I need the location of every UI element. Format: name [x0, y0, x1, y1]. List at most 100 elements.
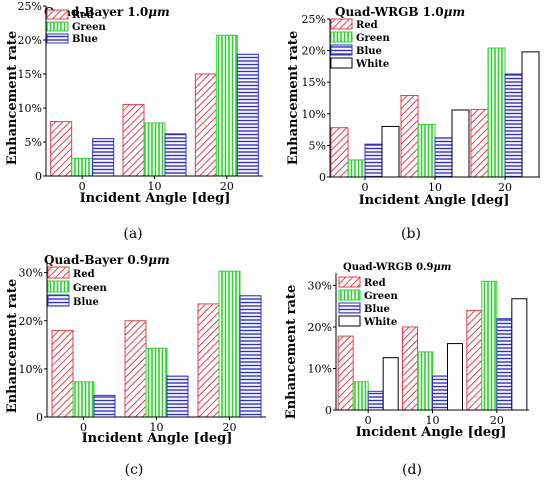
- legend-swatch-red: [330, 18, 353, 30]
- y-tick-label: 20%: [302, 45, 326, 58]
- y-tick-label: 0: [35, 170, 42, 183]
- x-tick-label: 20: [223, 421, 237, 434]
- legend-swatch-green: [47, 280, 70, 293]
- legend-label-red: Red: [356, 20, 378, 31]
- bar-red-0: [50, 121, 73, 177]
- chart-panel-c: Enhancement rate Quad-Bayer 0.9μm 0 10% 20…: [5, 253, 266, 478]
- x-tick-label: 10: [426, 414, 440, 427]
- legend-label-blue: Blue: [73, 297, 99, 308]
- bar-red-20: [197, 303, 220, 418]
- panel-label: (d): [402, 462, 422, 478]
- bar-green-10: [143, 122, 166, 177]
- y-tick-label: 25%: [18, 0, 42, 13]
- legend-label-red: Red: [364, 278, 386, 289]
- legend-label-blue: Blue: [364, 304, 390, 315]
- bar-red-10: [400, 94, 419, 178]
- legend-swatch-red: [47, 266, 70, 279]
- legend-swatch-blue: [330, 44, 353, 56]
- legend-swatch-green: [330, 31, 353, 43]
- legend-label-red: Red: [72, 10, 94, 21]
- bar-green-10: [145, 347, 168, 418]
- bar-blue-10: [166, 375, 189, 418]
- x-axis-label: Incident Angle [deg]: [82, 431, 233, 446]
- y-tick-label: 20%: [308, 321, 332, 334]
- x-tick-label: 20: [490, 414, 504, 427]
- bar-white-20: [511, 298, 528, 411]
- plot-area: 0 10% 20% 30% 0 10 20 Red Green Blue: [19, 263, 266, 434]
- chart-title: Quad-Bayer 0.9μm: [44, 253, 170, 267]
- bar-green-20: [218, 270, 241, 418]
- bar-red-0: [51, 329, 74, 418]
- legend-label-green: Green: [73, 283, 108, 294]
- y-tick-label: 5%: [309, 139, 326, 152]
- y-tick-label: 20%: [18, 34, 42, 47]
- plot-area: 0 5% 10% 15% 20% 25% 0 10 20 Red Green Blue White: [302, 13, 540, 194]
- plot-area: 0 10% 20% 30% 0 10 20 Red Green Blue White: [308, 273, 529, 427]
- bar-red-10: [402, 326, 418, 411]
- bar-blue-0: [367, 390, 384, 411]
- legend-label-blue: Blue: [356, 46, 382, 57]
- y-tick-label: 10%: [302, 108, 326, 121]
- chart-panel-d: Enhancement rate Quad-WRGB 0.9μm 0 10% 20%…: [284, 262, 529, 478]
- x-tick-label: 10: [150, 421, 164, 434]
- bar-green-0: [347, 159, 366, 178]
- legend-label-blue: Blue: [72, 34, 98, 45]
- bar-red-0: [337, 335, 354, 411]
- legend-swatch-green: [46, 21, 69, 32]
- legend-swatch-blue: [338, 302, 361, 314]
- bar-white-20: [521, 51, 540, 178]
- bar-white-10: [447, 343, 463, 411]
- x-tick-label: 0: [365, 414, 372, 427]
- panel-label: (c): [125, 462, 144, 478]
- legend-swatch-blue: [46, 33, 69, 44]
- y-tick-label: 10%: [308, 362, 332, 375]
- chart-title: Quad-WRGB 0.9μm: [343, 262, 451, 273]
- y-tick-label: 20%: [19, 315, 43, 328]
- bar-blue-20: [236, 53, 259, 177]
- x-tick-label: 0: [79, 180, 86, 193]
- bar-blue-10: [432, 375, 448, 411]
- bar-blue-10: [164, 133, 187, 177]
- y-tick-label: 0: [325, 404, 332, 417]
- y-axis-label: Enhancement rate: [284, 285, 299, 419]
- y-tick-label: 30%: [19, 267, 43, 280]
- bar-green-20: [487, 47, 506, 178]
- bar-white-0: [381, 125, 400, 178]
- y-tick-label: 15%: [302, 76, 326, 89]
- panel-label: (b): [401, 226, 421, 242]
- y-tick-label: 30%: [308, 279, 332, 292]
- x-axis-label: Incident Angle [deg]: [359, 193, 510, 208]
- legend-swatch-white: [330, 57, 353, 69]
- x-tick-label: 10: [428, 181, 442, 194]
- bar-red-0: [330, 127, 349, 178]
- bar-green-10: [417, 351, 433, 411]
- chart-title: Quad-Bayer 1.0μm: [44, 5, 170, 19]
- y-tick-label: 25%: [302, 13, 326, 26]
- bar-blue-0: [93, 394, 116, 418]
- bar-red-20: [466, 309, 483, 411]
- y-tick-label: 10%: [18, 102, 42, 115]
- x-tick-label: 20: [220, 180, 234, 193]
- bar-blue-0: [364, 143, 383, 178]
- bar-white-10: [451, 109, 470, 178]
- x-axis-label: Incident Angle [deg]: [356, 425, 507, 440]
- bar-red-20: [194, 73, 217, 177]
- bar-blue-20: [239, 295, 262, 418]
- bar-green-0: [72, 381, 95, 418]
- legend-swatch-blue: [47, 294, 70, 307]
- y-axis-label: Enhancement rate: [286, 31, 301, 165]
- legend-swatch-red: [46, 9, 69, 20]
- y-tick-label: 5%: [25, 136, 42, 149]
- y-tick-label: 0: [36, 411, 43, 424]
- legend-label-white: White: [355, 59, 389, 70]
- legend-label-white: White: [363, 317, 397, 328]
- panel-label: (a): [123, 226, 142, 242]
- bar-green-20: [215, 34, 238, 177]
- bar-red-20: [470, 108, 489, 178]
- chart-panel-b: Enhancement rate Quad-WRGB 1.0μm 0 5% 10% 1…: [286, 5, 540, 242]
- legend-swatch-red: [338, 276, 361, 288]
- bar-blue-20: [504, 73, 523, 178]
- bar-blue-10: [434, 137, 453, 178]
- legend-swatch-green: [338, 289, 361, 301]
